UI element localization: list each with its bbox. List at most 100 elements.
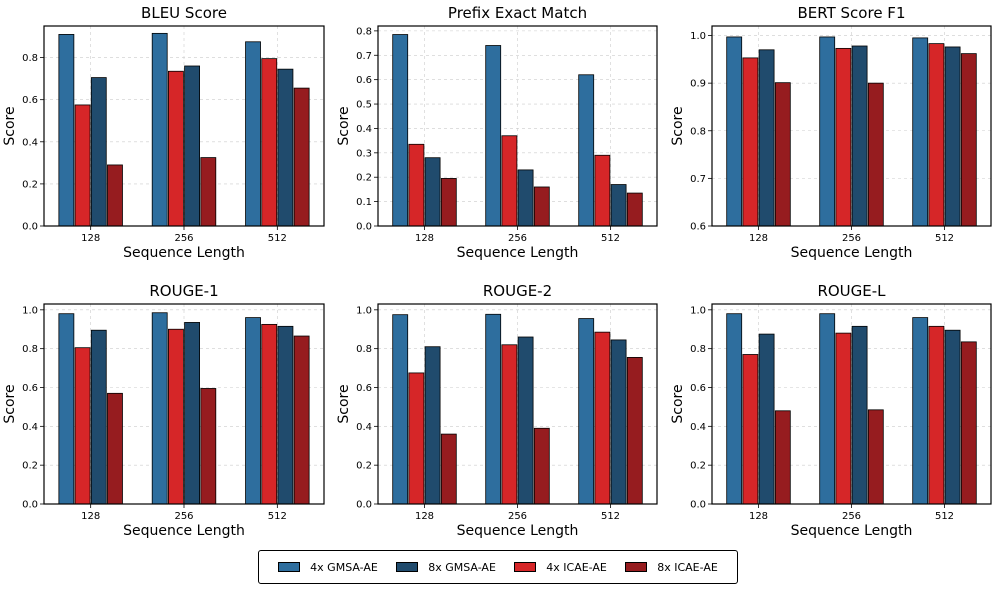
bar-2-8x-icae-ae-128 — [774, 82, 791, 227]
chart-2-xtick-label-1: 256 — [842, 233, 861, 244]
bar-2-4x-icae-ae-256 — [835, 47, 852, 227]
chart-0-xtick-label-2: 512 — [268, 233, 287, 244]
chart-5-xtick-label-1: 256 — [842, 511, 861, 522]
chart-5-ytick-label-1: 0.2 — [690, 461, 706, 472]
bar-0-4x-icae-ae-128 — [74, 104, 91, 227]
bar-4-4x-gmsa-ae-256 — [485, 313, 502, 505]
chart-2-xlabel: Sequence Length — [791, 245, 913, 261]
chart-4-xtick-label-2: 512 — [601, 511, 620, 522]
bar-2-8x-gmsa-ae-128 — [758, 49, 775, 227]
chart-0-ytick-label-4: 0.8 — [22, 53, 38, 64]
bar-3-4x-gmsa-ae-256 — [151, 312, 168, 505]
chart-5-ytick-label-3: 0.6 — [690, 383, 706, 394]
legend-item-4x-icae: 4x ICAE-AE — [514, 561, 607, 574]
legend-label-8x-gmsa: 8x GMSA-AE — [428, 560, 496, 574]
bar-1-8x-icae-ae-256 — [533, 186, 550, 227]
chart-4-title: ROUGE-2 — [483, 282, 552, 300]
chart-4-ylabel: Score — [336, 384, 352, 423]
chart-0-title: BLEU Score — [141, 4, 227, 22]
bar-1-8x-icae-ae-128 — [440, 178, 457, 227]
legend-swatch-4x-gmsa — [278, 562, 301, 572]
bar-1-8x-gmsa-ae-512 — [610, 184, 627, 227]
chart-0-xlabel: Sequence Length — [123, 245, 245, 261]
bar-4-8x-icae-ae-128 — [440, 433, 457, 505]
bar-3-4x-icae-ae-512 — [261, 323, 278, 505]
bar-4-4x-icae-ae-512 — [594, 331, 611, 505]
bar-3-8x-gmsa-ae-256 — [184, 322, 201, 505]
bar-1-4x-icae-ae-512 — [594, 154, 611, 227]
legend-item-8x-icae: 8x ICAE-AE — [625, 561, 718, 574]
chart-4: 128 256 512 0.0 0.2 0.4 0.6 0.8 1.0 ROUGE-2 Sequen… — [336, 282, 658, 539]
bar-0-4x-icae-ae-256 — [167, 70, 184, 227]
chart-1-ytick-label-0: 0.0 — [356, 222, 372, 233]
legend-swatch-8x-icae — [625, 562, 648, 572]
chart-1-frame — [377, 25, 658, 227]
chart-1-ytick-label-3: 0.3 — [356, 148, 372, 159]
chart-1-xlabel: Sequence Length — [457, 245, 579, 261]
chart-2-ytick-label-3: 0.9 — [690, 79, 706, 90]
bar-5-4x-icae-ae-128 — [742, 354, 759, 505]
bar-0-8x-icae-ae-512 — [293, 87, 310, 227]
bar-1-4x-icae-ae-256 — [501, 135, 518, 227]
chart-3-ylabel: Score — [2, 384, 18, 423]
chart-0-frame — [43, 25, 325, 227]
chart-0-ytick-label-0: 0.0 — [22, 222, 38, 233]
bar-0-4x-gmsa-ae-128 — [58, 34, 75, 227]
chart-2-ytick-label-2: 0.8 — [690, 126, 706, 137]
chart-5-ytick-label-0: 0.0 — [690, 500, 706, 511]
legend-label-8x-icae: 8x ICAE-AE — [657, 560, 718, 574]
bar-2-4x-gmsa-ae-512 — [912, 37, 929, 227]
bar-5-8x-icae-ae-256 — [867, 409, 884, 505]
bar-4-4x-gmsa-ae-128 — [392, 314, 409, 505]
legend-label-4x-icae: 4x ICAE-AE — [546, 560, 607, 574]
bar-4-8x-gmsa-ae-128 — [424, 346, 441, 505]
bar-0-8x-gmsa-ae-256 — [184, 65, 201, 227]
bar-5-4x-icae-ae-256 — [835, 332, 852, 505]
bar-2-8x-icae-ae-256 — [867, 82, 884, 227]
chart-4-frame — [377, 303, 658, 505]
bar-5-4x-gmsa-ae-256 — [819, 313, 836, 505]
chart-0-ytick-label-1: 0.2 — [22, 179, 38, 190]
chart-1-ytick-label-6: 0.6 — [356, 75, 372, 86]
chart-1-ytick-label-5: 0.5 — [356, 100, 372, 111]
chart-3-xlabel: Sequence Length — [123, 523, 245, 539]
chart-2-ylabel: Score — [670, 106, 686, 145]
chart-3-ytick-label-0: 0.0 — [22, 500, 38, 511]
chart-5: 128 256 512 0.0 0.2 0.4 0.6 0.8 1.0 ROUGE-L Sequen… — [670, 282, 992, 539]
bar-0-8x-gmsa-ae-512 — [277, 68, 294, 227]
chart-4-ytick-label-0: 0.0 — [356, 500, 372, 511]
chart-3-frame — [43, 303, 325, 505]
bar-2-4x-gmsa-ae-128 — [726, 36, 743, 227]
chart-3: 128 256 512 0.0 0.2 0.4 0.6 0.8 1.0 ROUGE-1 Sequen… — [2, 282, 325, 539]
bar-5-4x-gmsa-ae-512 — [912, 317, 929, 505]
chart-5-ytick-label-5: 1.0 — [690, 305, 706, 316]
chart-0-ytick-label-3: 0.6 — [22, 95, 38, 106]
chart-0: 128 256 512 0.0 0.2 0.4 0.6 0.8 BLEU Score Sequen… — [2, 4, 325, 261]
chart-4-ytick-label-3: 0.6 — [356, 383, 372, 394]
chart-4-ytick-label-4: 0.8 — [356, 344, 372, 355]
chart-1-ytick-label-4: 0.4 — [356, 124, 372, 135]
chart-1: 128 256 512 0.0 0.1 0.2 0.3 0.4 0.5 0.6 0.7 0.8 Pref… — [336, 4, 658, 261]
chart-5-ytick-label-4: 0.8 — [690, 344, 706, 355]
legend-item-8x-gmsa: 8x GMSA-AE — [396, 561, 496, 574]
chart-2-xtick-label-0: 128 — [749, 233, 768, 244]
chart-2-title: BERT Score F1 — [798, 4, 906, 22]
chart-3-title: ROUGE-1 — [149, 282, 218, 300]
bar-2-4x-icae-ae-128 — [742, 57, 759, 227]
chart-4-ytick-label-1: 0.2 — [356, 461, 372, 472]
chart-1-xtick-label-1: 256 — [508, 233, 527, 244]
chart-1-title: Prefix Exact Match — [448, 4, 587, 22]
bar-2-4x-gmsa-ae-256 — [819, 36, 836, 227]
chart-0-ylabel: Score — [2, 106, 18, 145]
chart-4-ytick-label-5: 1.0 — [356, 305, 372, 316]
bar-0-8x-icae-ae-256 — [200, 157, 217, 227]
bar-5-8x-icae-ae-128 — [774, 410, 791, 505]
legend-label-4x-gmsa: 4x GMSA-AE — [310, 560, 378, 574]
bar-1-4x-gmsa-ae-128 — [392, 34, 409, 227]
bar-1-4x-gmsa-ae-256 — [485, 45, 502, 227]
chart-5-xtick-label-2: 512 — [935, 511, 954, 522]
chart-4-xtick-label-0: 128 — [415, 511, 434, 522]
bar-4-4x-icae-ae-128 — [408, 372, 425, 505]
bar-1-8x-gmsa-ae-256 — [517, 169, 534, 227]
